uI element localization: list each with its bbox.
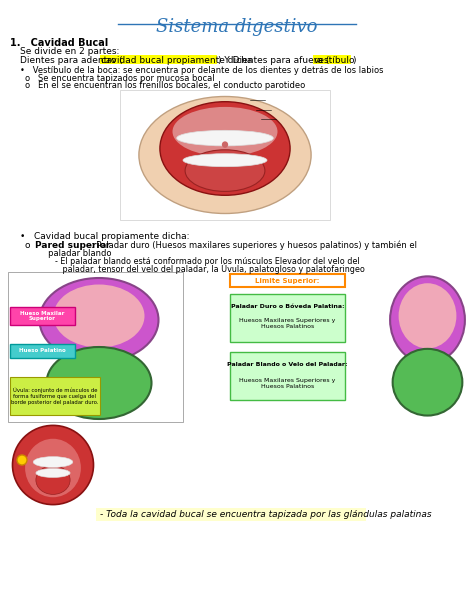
Ellipse shape xyxy=(12,425,93,505)
Text: paladar, tensor del velo del paladar, la Úvula, palatogloso y palatofaringeo: paladar, tensor del velo del paladar, la… xyxy=(55,264,365,275)
Text: Hueso Palatino: Hueso Palatino xyxy=(18,348,65,354)
Text: o: o xyxy=(25,241,39,250)
Text: 1.   Cavidad Bucal: 1. Cavidad Bucal xyxy=(10,38,108,48)
Bar xyxy=(120,90,330,220)
Text: paladar blando: paladar blando xyxy=(35,249,111,258)
Ellipse shape xyxy=(39,278,158,362)
Text: Huesos Maxilares Superiores y
Huesos Palatinos: Huesos Maxilares Superiores y Huesos Pal… xyxy=(239,378,336,389)
Text: Paladar Duro o Bóveda Palatina:: Paladar Duro o Bóveda Palatina: xyxy=(231,304,344,309)
Text: Paladar Blando o Velo del Paladar:: Paladar Blando o Velo del Paladar: xyxy=(227,362,348,367)
Text: Se divide en 2 partes:: Se divide en 2 partes: xyxy=(20,47,119,56)
Text: ) Y Dientes para afuera (: ) Y Dientes para afuera ( xyxy=(218,56,329,65)
Text: cavidad bucal propiamente dicha: cavidad bucal propiamente dicha xyxy=(101,56,252,65)
Ellipse shape xyxy=(36,466,70,494)
Text: Huesos Maxilares Superiores y
Huesos Palatinos: Huesos Maxilares Superiores y Huesos Pal… xyxy=(239,318,336,329)
Bar xyxy=(230,294,345,342)
Text: Úvula: conjunto de músculos de
forma fusiforme que cuelga del
borde posterior de: Úvula: conjunto de músculos de forma fus… xyxy=(11,387,99,405)
Text: ): ) xyxy=(352,56,356,65)
Ellipse shape xyxy=(36,469,70,477)
Bar xyxy=(96,508,366,521)
Text: Hueso Maxilar
Superior: Hueso Maxilar Superior xyxy=(20,311,64,321)
Text: Pared superior: Pared superior xyxy=(35,241,110,250)
Bar xyxy=(100,55,217,64)
Circle shape xyxy=(17,455,27,465)
Bar xyxy=(8,272,183,422)
Text: : Paladar duro (Huesos maxilares superiores y huesos palatinos) y también el: : Paladar duro (Huesos maxilares superio… xyxy=(91,241,417,250)
Ellipse shape xyxy=(139,97,311,214)
Ellipse shape xyxy=(177,130,273,146)
Ellipse shape xyxy=(390,277,465,364)
Text: •   Vestíbulo de la boca: se encuentra por delante de los dientes y detrás de lo: • Vestíbulo de la boca: se encuentra por… xyxy=(20,66,383,75)
Text: Limite Superior:: Limite Superior: xyxy=(255,277,319,283)
Ellipse shape xyxy=(25,439,81,497)
Bar xyxy=(230,274,345,287)
Text: - El paladar blando está conformado por los músculos Elevador del velo del: - El paladar blando está conformado por … xyxy=(55,257,360,266)
Text: - Toda la cavidad bucal se encuentra tapizada por las glándulas palatinas: - Toda la cavidad bucal se encuentra tap… xyxy=(100,510,432,519)
Ellipse shape xyxy=(222,141,228,148)
Ellipse shape xyxy=(399,283,456,348)
Ellipse shape xyxy=(392,349,462,416)
Ellipse shape xyxy=(160,102,290,195)
Bar xyxy=(230,352,345,400)
Ellipse shape xyxy=(183,154,267,166)
Text: Dientes para adentro (: Dientes para adentro ( xyxy=(20,56,123,65)
Bar xyxy=(10,377,100,415)
Bar xyxy=(313,55,351,64)
Bar xyxy=(10,307,75,325)
Ellipse shape xyxy=(54,285,145,348)
Ellipse shape xyxy=(185,150,265,192)
Text: o   Se encuentra tapizados por mucosa bocal: o Se encuentra tapizados por mucosa boca… xyxy=(25,74,215,83)
Ellipse shape xyxy=(33,457,73,468)
Bar xyxy=(10,344,75,358)
Text: o   En el se encuentran los frenillos bocales, el conducto parotideo: o En el se encuentran los frenillos boca… xyxy=(25,81,305,90)
Text: vestíbulo: vestíbulo xyxy=(314,56,356,65)
Text: Sistema digestivo: Sistema digestivo xyxy=(156,18,318,36)
Text: •   Cavidad bucal propiamente dicha:: • Cavidad bucal propiamente dicha: xyxy=(20,232,190,241)
Ellipse shape xyxy=(46,347,152,419)
Ellipse shape xyxy=(173,107,277,156)
